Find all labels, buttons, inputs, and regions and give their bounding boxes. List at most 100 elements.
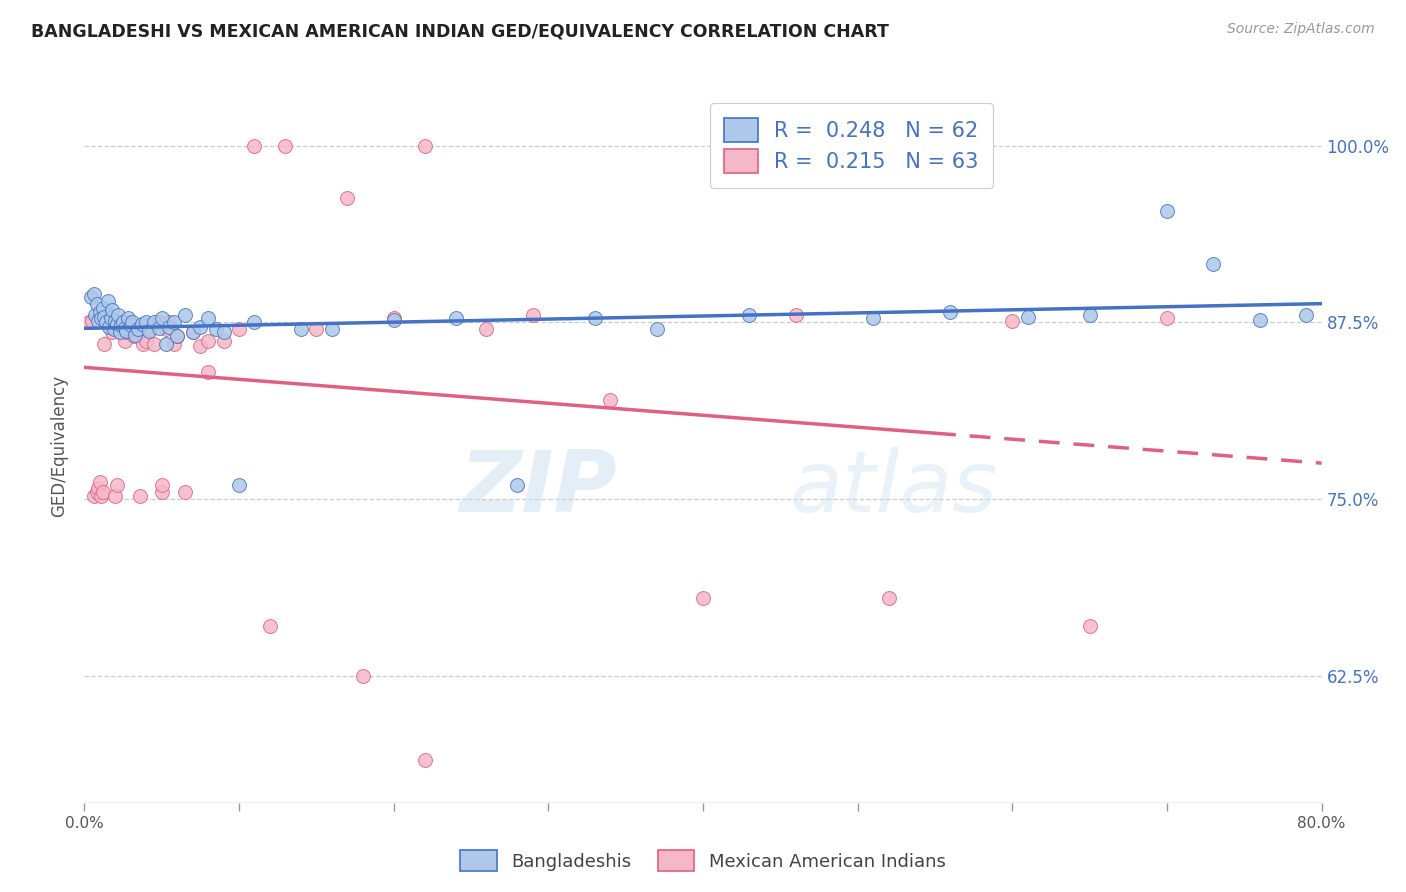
Point [188,319,211,334]
Point [101,302,124,317]
Point [444,311,467,326]
Point [98,308,121,322]
Point [117,315,139,329]
Point [174,308,197,322]
Point [1156,203,1178,218]
Point [91,484,114,499]
Point [205,322,228,336]
Point [212,334,235,348]
Point [100,311,122,326]
Point [87,481,110,495]
Point [321,322,343,336]
Point [1001,314,1024,328]
Point [103,322,125,336]
Point [101,325,124,339]
Point [939,305,962,319]
Point [506,478,529,492]
Point [132,336,155,351]
Text: atlas: atlas [790,447,998,531]
Point [90,311,112,326]
Point [108,325,131,339]
Point [163,315,186,329]
Point [1249,312,1271,326]
Point [112,315,135,329]
Point [83,489,105,503]
Point [83,287,105,301]
Point [124,328,146,343]
Point [413,138,436,153]
Point [150,311,173,326]
Point [148,315,170,329]
Point [105,478,128,492]
Point [135,315,157,329]
Point [163,336,186,351]
Point [110,318,132,333]
Point [352,668,374,682]
Point [181,325,204,339]
Point [122,329,145,343]
Point [135,334,157,348]
Point [197,311,219,326]
Point [104,314,127,328]
Point [159,315,180,329]
Point [86,297,108,311]
Point [1202,257,1225,271]
Point [143,336,166,351]
Point [107,308,129,322]
Point [94,315,117,329]
Point [143,315,166,329]
Point [120,319,142,334]
Point [174,484,197,499]
Point [89,305,111,319]
Point [290,322,312,336]
Point [112,315,135,329]
Point [96,311,118,326]
Point [228,478,250,492]
Point [87,314,110,328]
Legend: R =  0.248   N = 62, R =  0.215   N = 63: R = 0.248 N = 62, R = 0.215 N = 63 [710,103,993,188]
Point [125,322,148,336]
Point [274,138,297,153]
Point [94,315,117,329]
Point [127,322,149,336]
Point [155,336,177,351]
Point [1078,308,1101,322]
Point [382,312,405,326]
Text: ZIP: ZIP [458,447,616,531]
Point [188,339,211,353]
Point [114,321,136,335]
Point [166,329,188,343]
Point [197,334,219,348]
Point [115,325,138,339]
Point [645,322,668,336]
Point [228,322,250,336]
Point [1017,310,1039,324]
Y-axis label: GED/Equivalency: GED/Equivalency [51,375,69,517]
Point [212,325,235,339]
Point [98,319,121,334]
Point [155,322,177,336]
Point [785,308,807,322]
Point [103,315,125,329]
Point [197,365,219,379]
Point [243,138,266,153]
Point [114,334,136,348]
Point [108,325,131,339]
Point [150,478,173,492]
Point [129,489,152,503]
Point [90,489,112,503]
Point [1078,619,1101,633]
Point [738,308,761,322]
Point [89,475,111,489]
Point [120,318,142,333]
Point [259,619,281,633]
Point [138,324,160,338]
Point [583,311,606,326]
Point [86,484,108,499]
Point [159,319,180,334]
Point [522,308,544,322]
Point [79,290,101,304]
Point [121,315,143,329]
Point [138,322,160,336]
Point [93,310,115,324]
